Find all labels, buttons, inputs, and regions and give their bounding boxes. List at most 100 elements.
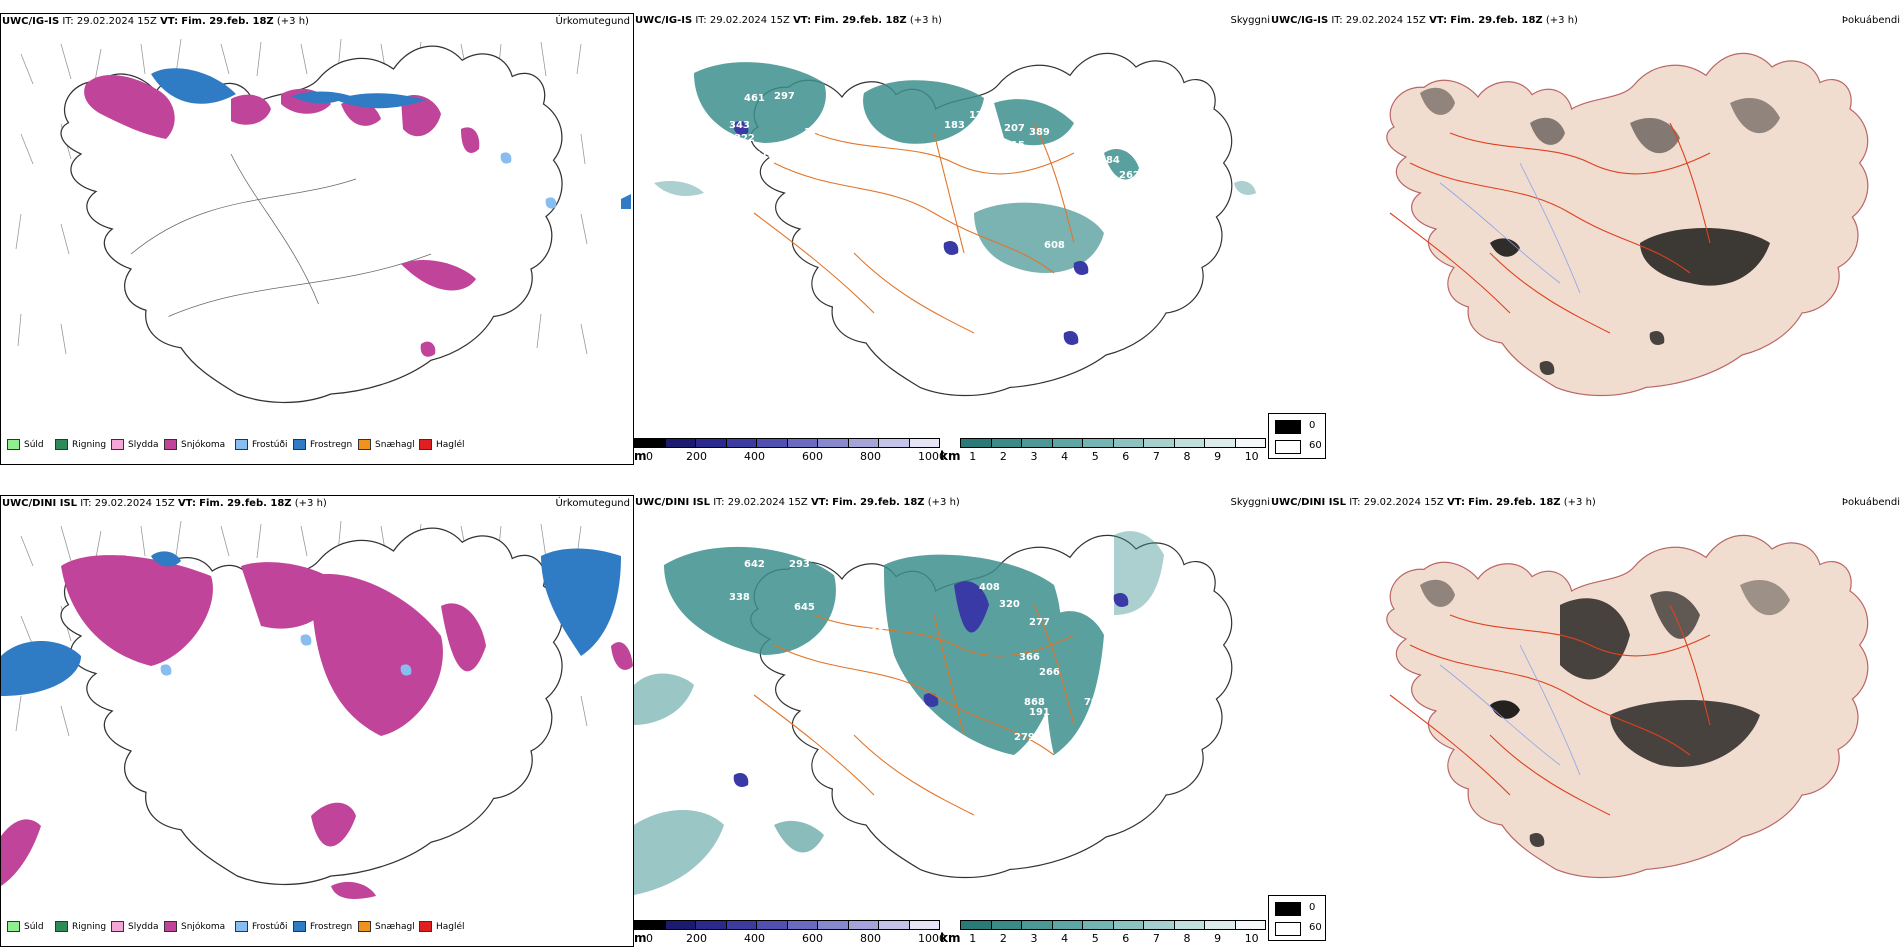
colorbar-tick: 0: [646, 932, 653, 945]
colorbar-cell: [1052, 921, 1083, 929]
river-network: [1439, 162, 1581, 294]
colorbar-cell: [1083, 439, 1114, 447]
vt-label: VT:: [793, 15, 812, 26]
legend-swatch: [164, 921, 177, 932]
visibility-colorbar-strip: [960, 920, 1266, 930]
it-label: IT:: [1349, 497, 1361, 508]
visibility-labels: 642 293 338 645 311 408 320 302 277 366 266 868 798 1…: [729, 559, 1150, 773]
visibility-value-label: 408: [979, 582, 1000, 593]
colorbar-unit: m: [634, 931, 647, 945]
colorbar-cell: [961, 921, 992, 929]
visibility-panel-row1: 461 297 343 322 418 177 183 171 207 389 495 215 346 7…: [634, 13, 1270, 465]
colorbar-tick: 600: [802, 932, 823, 945]
colorbar-tick: 6: [1122, 450, 1130, 463]
colorbar-cell: [1113, 439, 1144, 447]
colorbar-tick: 10: [1244, 932, 1259, 945]
colorbar-cell: [879, 921, 910, 929]
ceiling-colorbar-strip: [634, 920, 940, 930]
field-title: Þokuábendi: [1841, 497, 1900, 508]
colorbar-tick: 7: [1152, 932, 1160, 945]
legend-item: Snjókoma: [164, 921, 225, 932]
colorbar-tick: 10: [1244, 450, 1259, 463]
visibility-value-label: 279: [1014, 732, 1035, 743]
visibility-value-label: 798: [1084, 697, 1105, 708]
colorbar-cell: [1144, 439, 1175, 447]
fog-map: [1386, 534, 1869, 879]
visibility-value-label: 784: [1099, 155, 1120, 166]
colorbar-cell: [909, 439, 939, 447]
field-title: Skyggni: [1230, 15, 1270, 26]
colorbar-tick: 400: [744, 450, 765, 463]
fog-shading: [1420, 87, 1780, 375]
vt-value: Fim. 29.feb. 18Z: [1450, 15, 1543, 26]
visibility-value-label: 171: [969, 110, 990, 121]
lead-time: (+3 h): [909, 15, 942, 26]
field-title: Úrkomutegund: [555, 498, 630, 509]
colorbar-cell: [757, 921, 788, 929]
legend-swatch: [293, 921, 306, 932]
vt-label: VT:: [810, 497, 829, 508]
visibility-value-label: 366: [1019, 652, 1040, 663]
fog-legend: 0 60: [1268, 895, 1326, 941]
colorbar-cell: [818, 921, 849, 929]
colorbar-tick: 6: [1122, 932, 1130, 945]
colorbar-tick: 3: [1030, 450, 1038, 463]
visibility-map: 461 297 343 322 418 177 183 171 207 389 495 215 346 7…: [654, 52, 1256, 397]
colorbar-cell: [726, 439, 757, 447]
model-name: UWC/IG-IS: [1271, 15, 1329, 26]
precip-map: [1, 520, 633, 899]
colorbar-cell: [696, 921, 727, 929]
visibility-colorbar-strip: [960, 438, 1266, 448]
it-label: IT:: [695, 15, 707, 26]
colorbar-cell: [635, 439, 666, 447]
visibility-labels: 461 297 343 322 418 177 183 171 207 389 495 215 346 7…: [729, 91, 1140, 281]
visibility-areas: [654, 62, 1256, 273]
legend-swatch: [358, 921, 371, 932]
legend-item: Rigning: [55, 439, 106, 450]
colorbar-cell: [818, 439, 849, 447]
precip-panel-row2: UWC/DINI ISL IT: 29.02.2024 15Z VT: Fim.…: [0, 495, 634, 947]
colorbar-cell: [1174, 439, 1205, 447]
legend-item: Snjókoma: [164, 439, 225, 450]
visibility-value-label: 192: [1109, 727, 1130, 738]
colorbar-tick: 5: [1091, 450, 1099, 463]
it-value: 29.02.2024 15Z: [1345, 15, 1426, 26]
colorbar-cell: [787, 439, 818, 447]
visibility-value-label: 177: [804, 127, 825, 138]
precip-legend: Súld Rigning Slydda Snjókoma Frostúði Fr…: [1, 435, 633, 455]
fog-label-0: 0: [1309, 420, 1316, 431]
visibility-panel-row2: 642 293 338 645 311 408 320 302 277 366 266 868 798 1…: [634, 495, 1270, 947]
legend-item: Rigning: [55, 921, 106, 932]
colorbar-tick: 2: [999, 450, 1007, 463]
colorbar-tick: 8: [1183, 450, 1191, 463]
visibility-value-label: 322: [734, 133, 755, 144]
colorbar-cell: [991, 439, 1022, 447]
lead-time: (+3 h): [276, 16, 309, 27]
legend-swatch: [235, 921, 248, 932]
legend-swatch: [111, 921, 124, 932]
freezing-rain-areas: [151, 68, 631, 209]
colorbar-unit: m: [634, 449, 647, 463]
colorbar-cell: [848, 439, 879, 447]
legend-swatch: [55, 439, 68, 450]
colorbar-tick: 3: [1030, 932, 1038, 945]
freezing-drizzle-areas: [160, 634, 412, 676]
legend-swatch: [164, 439, 177, 450]
river-network: [1439, 644, 1581, 776]
model-name: UWC/DINI ISL: [1271, 497, 1347, 508]
colorbar-tick: 400: [744, 932, 765, 945]
model-name: UWC/DINI ISL: [2, 498, 78, 509]
legend-item: Haglél: [419, 921, 465, 932]
fog-legend: 0 60: [1268, 413, 1326, 459]
colorbar-cell: [909, 921, 939, 929]
colorbar-cell: [757, 439, 788, 447]
legend-item: Snæhagl: [358, 439, 415, 450]
colorbar-tick: 800: [860, 450, 881, 463]
vt-value: Fim. 29.feb. 18Z: [1468, 497, 1561, 508]
legend-item: Frostregn: [293, 439, 352, 450]
visibility-value-label: 495: [1094, 133, 1115, 144]
colorbar-cell: [1113, 921, 1144, 929]
legend-item: Slydda: [111, 921, 158, 932]
it-label: IT:: [1331, 15, 1343, 26]
vt-value: Fim. 29.feb. 18Z: [199, 498, 292, 509]
